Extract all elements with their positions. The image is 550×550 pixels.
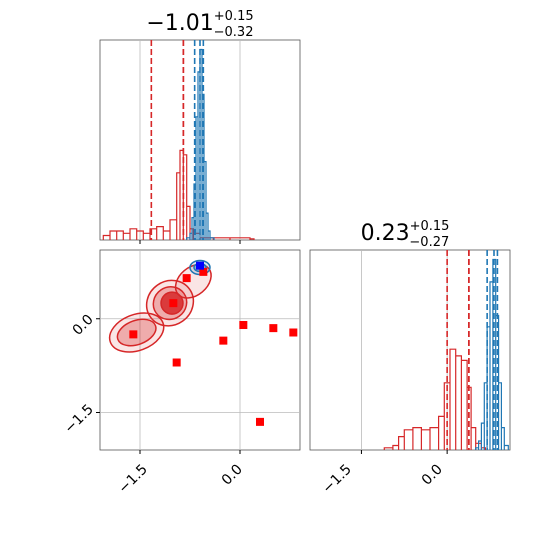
param2-title-minus: −0.27: [409, 235, 449, 250]
sample-marker: [172, 358, 181, 367]
param1-title: −1.01+0.15 −0.32: [146, 9, 253, 40]
hist-panel-param1: [99, 39, 301, 244]
sample-marker: [239, 321, 248, 329]
sample-marker: [169, 299, 178, 308]
param2-title: 0.23+0.15 −0.27: [361, 219, 450, 250]
sample-marker: [269, 324, 278, 333]
histogram-series-0: [383, 348, 486, 450]
hist-panel-param2-frame: [309, 249, 511, 451]
histogram-series-1: [475, 258, 509, 450]
hist2-x-tick-label: 0.0: [419, 462, 446, 489]
sample-marker: [199, 267, 208, 276]
param2-title-plus: +0.15: [410, 219, 450, 234]
param2-title-value: 0.23: [361, 221, 410, 246]
histogram-series-0: [102, 149, 255, 240]
scatter-x-tick-label: 0.0: [219, 462, 246, 489]
hist-panel-param2: [309, 249, 511, 454]
param1-title-value: −1.01: [146, 11, 213, 36]
param1-title-plus: +0.15: [214, 9, 254, 24]
reference-marker: [196, 261, 204, 270]
sample-marker: [289, 328, 298, 337]
sample-marker: [129, 330, 138, 339]
scatter-panel-frame: [99, 249, 301, 451]
scatter-panel-2d: [96, 249, 301, 454]
sample-marker: [182, 274, 191, 283]
hist2-x-tick-label: −1.5: [319, 462, 354, 497]
scatter-x-tick-label: −1.5: [115, 462, 150, 497]
sample-marker: [256, 417, 264, 426]
scatter-y-tick-label: 0.0: [70, 312, 97, 339]
sample-marker: [219, 336, 228, 345]
param1-title-minus: −0.32: [214, 25, 254, 40]
scatter-y-tick-label: −1.5: [61, 401, 96, 436]
